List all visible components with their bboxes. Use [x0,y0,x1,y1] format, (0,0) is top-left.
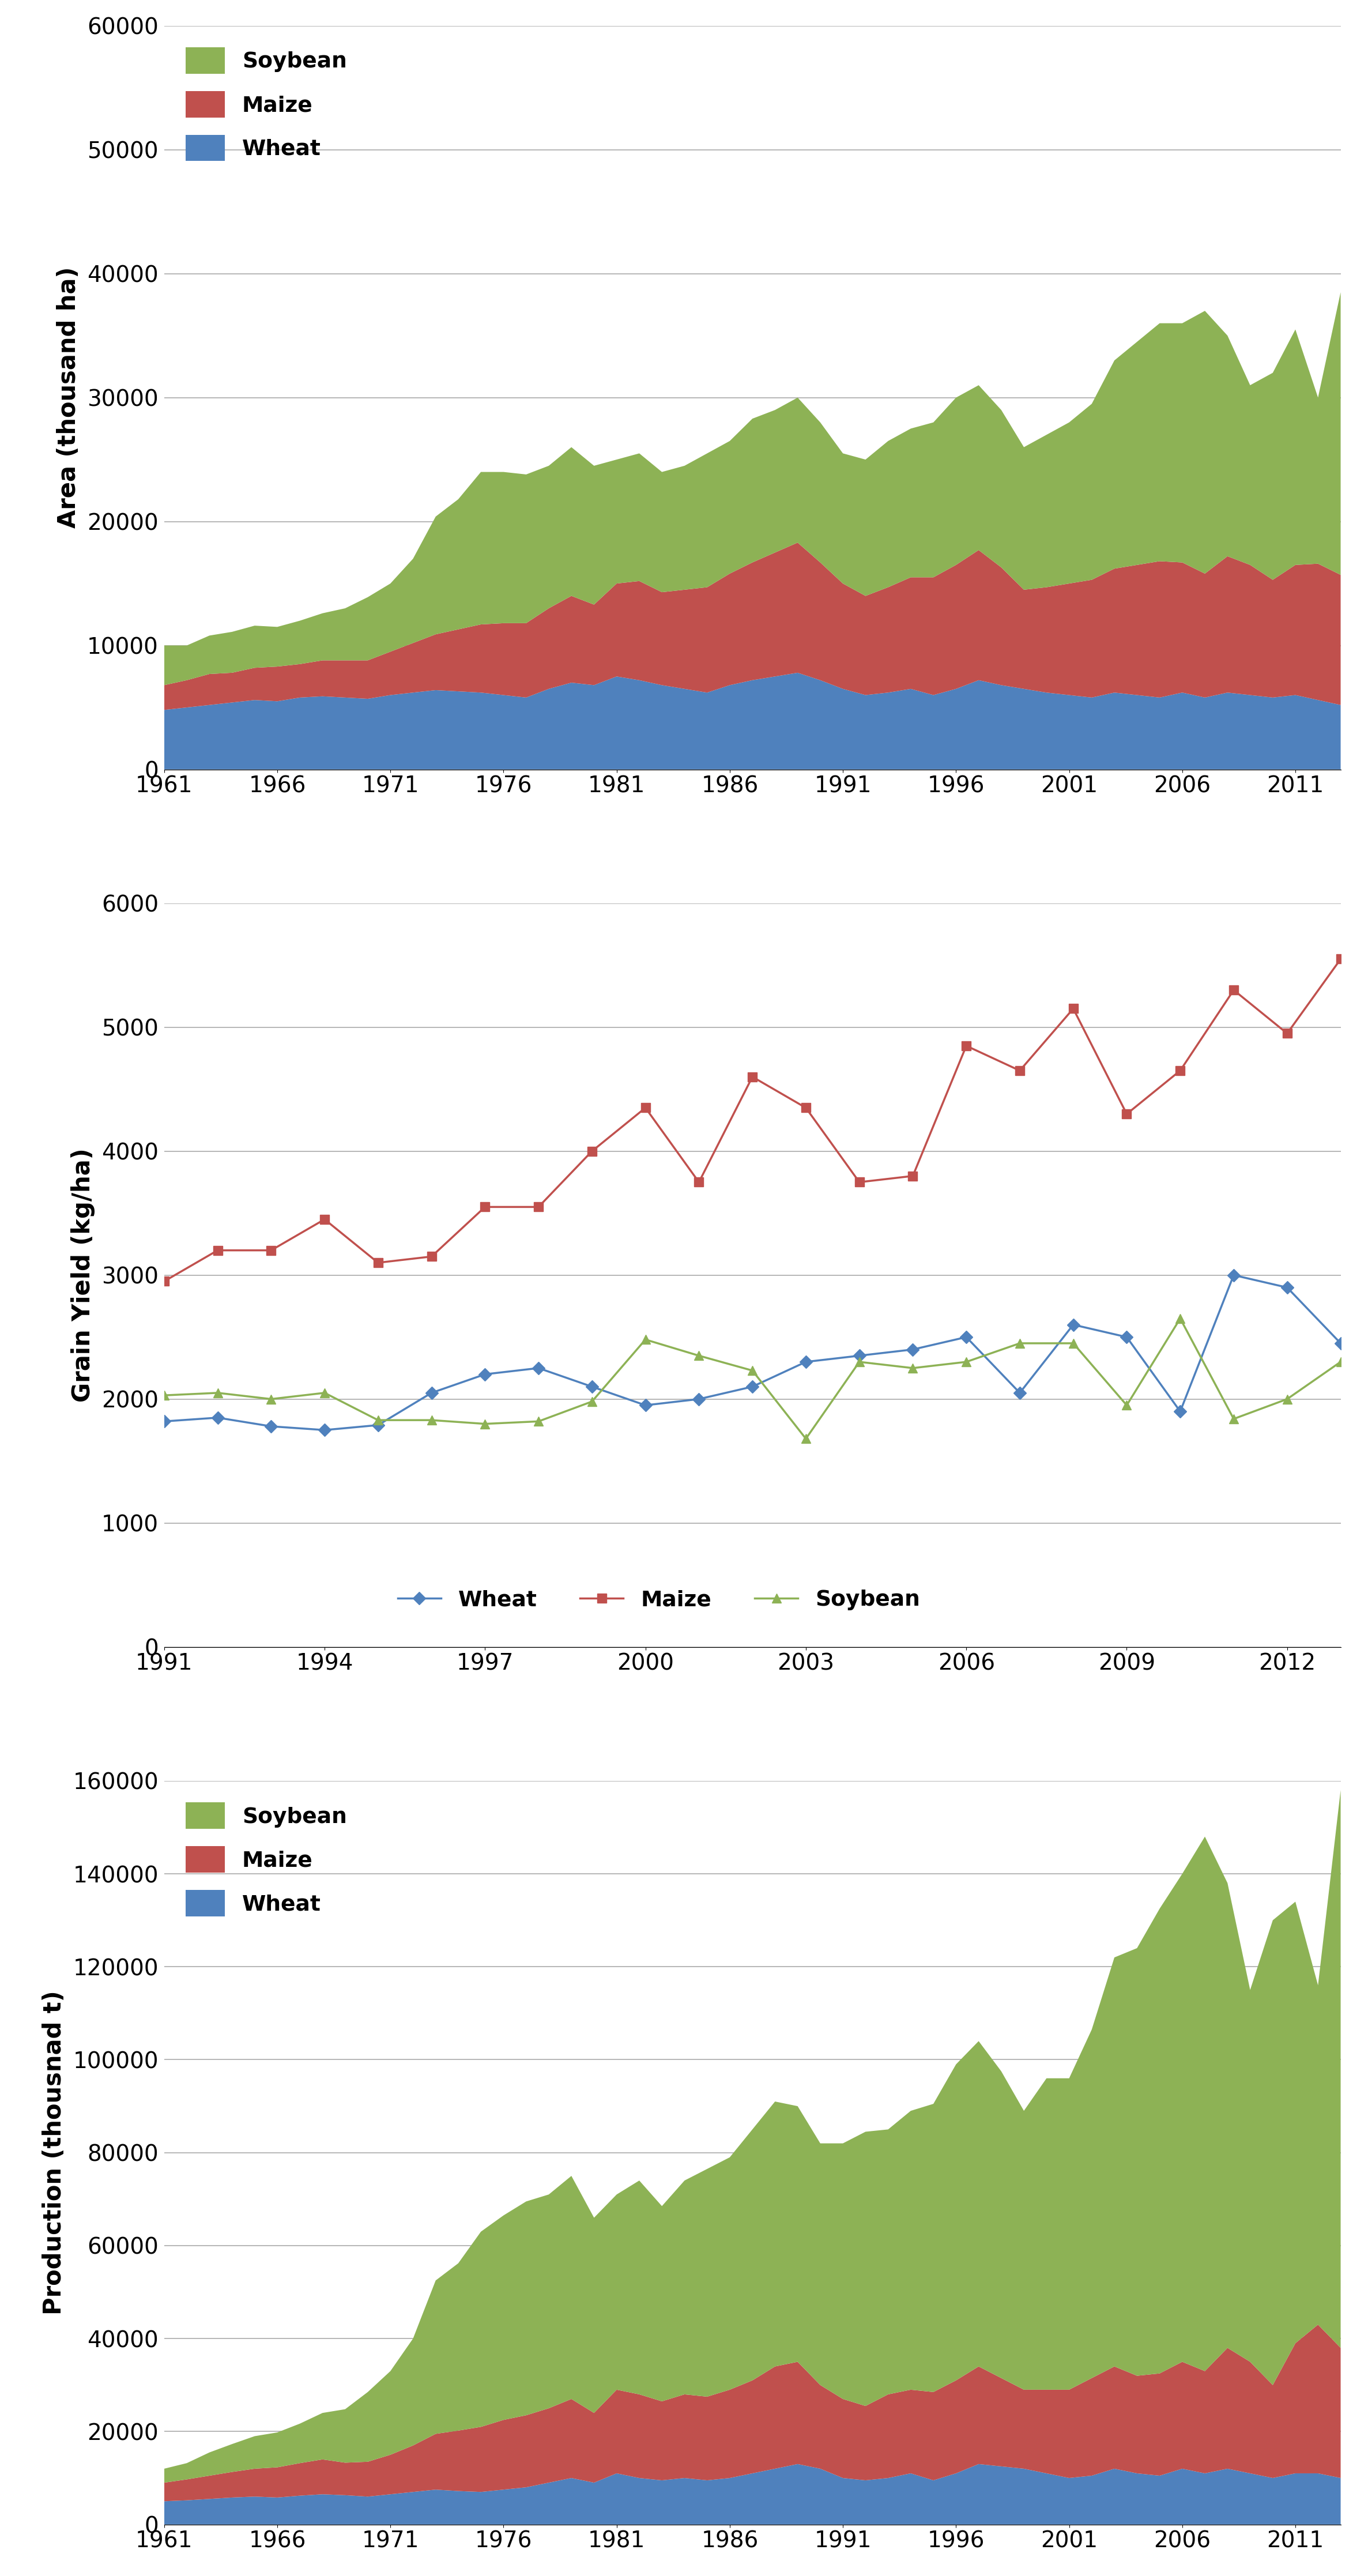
Wheat [423,1378,439,1409]
Maize [263,1234,279,1265]
Maize [584,1136,601,1167]
Wheat [1332,1327,1349,1358]
Soybean [798,1425,814,1455]
Wheat [798,1347,814,1378]
Maize [851,1167,867,1198]
Maize [209,1234,226,1265]
Wheat [1226,1260,1242,1291]
Wheat [1279,1273,1295,1303]
Soybean [958,1347,974,1378]
Soybean [904,1352,921,1383]
Maize [1066,994,1082,1025]
Y-axis label: Grain Yield (kg/ha): Grain Yield (kg/ha) [71,1149,94,1401]
Soybean [851,1347,867,1378]
Wheat [1172,1396,1189,1427]
Soybean [1119,1391,1135,1422]
Wheat [637,1391,654,1422]
Soybean [423,1404,439,1435]
Maize [156,1265,172,1296]
Wheat [904,1334,921,1365]
Maize [477,1193,494,1224]
Maize [904,1162,921,1193]
Soybean [1011,1327,1027,1358]
Maize [1332,943,1349,974]
Soybean [263,1383,279,1414]
Wheat [1119,1321,1135,1352]
Soybean [1279,1383,1295,1414]
Wheat [531,1352,547,1383]
Wheat [156,1406,172,1437]
Soybean [156,1381,172,1412]
Soybean [637,1324,654,1355]
Y-axis label: Production (thousnad t): Production (thousnad t) [42,1991,67,2316]
Soybean [209,1378,226,1409]
Wheat [1066,1309,1082,1340]
Soybean [1226,1404,1242,1435]
Soybean [1066,1327,1082,1358]
Maize [798,1092,814,1123]
Soybean [369,1404,386,1435]
Legend: Soybean, Maize, Wheat: Soybean, Maize, Wheat [175,36,357,173]
Wheat [369,1409,386,1440]
Wheat [958,1321,974,1352]
Maize [691,1167,707,1198]
Wheat [744,1370,761,1401]
Wheat [209,1401,226,1432]
Soybean [1332,1347,1349,1378]
Legend: Wheat, Maize, Soybean: Wheat, Maize, Soybean [387,1579,930,1620]
Soybean [691,1340,707,1370]
Maize [1226,974,1242,1005]
Maize [1011,1056,1027,1087]
Wheat [584,1370,601,1401]
Wheat [477,1358,494,1388]
Wheat [263,1412,279,1443]
Y-axis label: Area (thousand ha): Area (thousand ha) [56,268,81,528]
Wheat [851,1340,867,1370]
Maize [1279,1018,1295,1048]
Soybean [531,1406,547,1437]
Maize [958,1030,974,1061]
Maize [316,1203,332,1234]
Maize [1119,1097,1135,1128]
Maize [1172,1056,1189,1087]
Maize [531,1193,547,1224]
Soybean [744,1355,761,1386]
Wheat [1011,1378,1027,1409]
Soybean [1172,1303,1189,1334]
Wheat [691,1383,707,1414]
Soybean [477,1409,494,1440]
Line: Soybean: Soybean [160,1314,1345,1443]
Maize [637,1092,654,1123]
Maize [423,1242,439,1273]
Soybean [584,1386,601,1417]
Legend: Soybean, Maize, Wheat: Soybean, Maize, Wheat [175,1793,357,1927]
Soybean [316,1378,332,1409]
Maize [744,1061,761,1092]
Maize [369,1247,386,1278]
Line: Maize: Maize [160,956,1345,1285]
Line: Wheat: Wheat [160,1270,1345,1435]
Wheat [316,1414,332,1445]
